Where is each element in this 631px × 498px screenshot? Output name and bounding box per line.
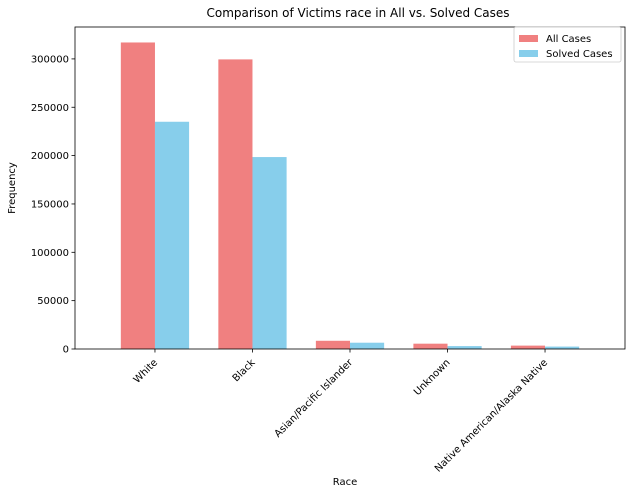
bar-solved-cases-3: [447, 346, 482, 349]
y-tick-label-3: 150000: [31, 199, 69, 210]
y-tick-label-4: 200000: [31, 151, 69, 162]
x-tick-label-3: Unknown: [412, 357, 453, 398]
legend-swatch-solved-cases: [519, 50, 538, 57]
bar-all-cases-2: [315, 340, 350, 349]
legend-label-solved-cases: Solved Cases: [546, 49, 613, 60]
x-tick-label-4: Native American/Alaska Native: [433, 357, 550, 474]
x-axis-label: Race: [333, 477, 358, 488]
chart-title: Comparison of Victims race in All vs. So…: [206, 6, 509, 20]
bar-solved-cases-2: [350, 342, 385, 349]
y-tick-label-1: 50000: [37, 296, 69, 307]
x-tick-label-0: White: [132, 357, 160, 385]
bar-solved-cases-0: [154, 121, 190, 349]
y-tick-label-6: 300000: [31, 54, 69, 65]
bar-solved-cases-1: [252, 157, 287, 349]
x-tick-label-2: Asian/Pacific Islander: [273, 357, 356, 440]
y-tick-label-2: 100000: [31, 248, 69, 259]
bar-all-cases-4: [510, 345, 546, 349]
bar-all-cases-3: [413, 343, 448, 349]
legend-frame: [513, 26, 622, 63]
bar-all-cases-0: [120, 42, 155, 349]
bar-solved-cases-4: [545, 346, 580, 349]
y-tick-label-0: 0: [63, 345, 69, 356]
y-tick-label-5: 250000: [31, 103, 69, 114]
legend-label-all-cases: All Cases: [546, 34, 591, 45]
bars-layer: [120, 42, 580, 349]
legend-swatch-all-cases: [519, 35, 538, 42]
legend: All Cases Solved Cases: [513, 26, 622, 63]
x-tick-label-1: Black: [231, 357, 258, 384]
bar-all-cases-1: [218, 59, 253, 349]
axes-layer: 0 50000 100000 150000 200000 250000 300000 Whit…: [31, 26, 626, 475]
y-axis-label: Frequency: [7, 162, 18, 214]
